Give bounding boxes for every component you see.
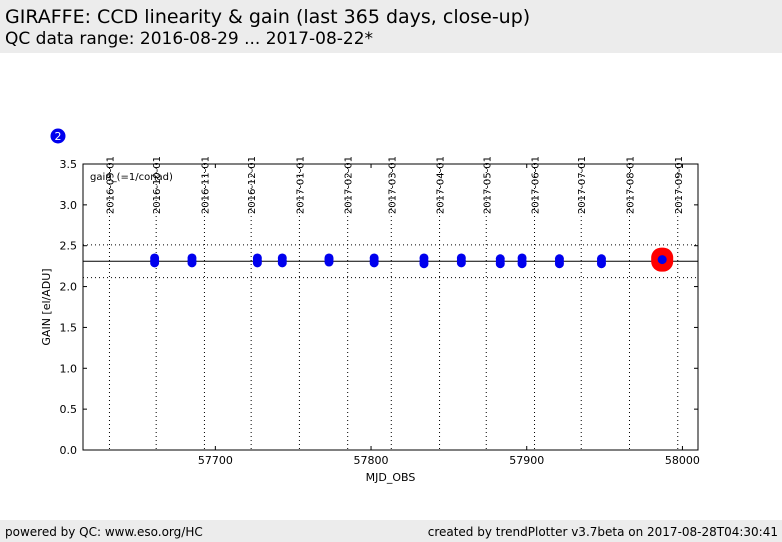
date-tick-label: 2017-02-01 xyxy=(344,156,355,214)
date-tick-label: 2017-03-01 xyxy=(387,156,398,214)
plot-area: 0.0 0.5 1.0 1.5 2.0 2.5 3.0 3.5 57700 57800 57900 5… xyxy=(60,158,700,467)
y-axis-label: GAIN [el/ADU] xyxy=(40,268,53,345)
date-tick-label: 2017-01-01 xyxy=(295,156,306,214)
data-point xyxy=(150,253,160,263)
x-tick-label: 57700 xyxy=(198,454,233,467)
date-tick-label: 2017-06-01 xyxy=(531,156,542,214)
legend-label: gain_(=1/conad) xyxy=(90,172,173,183)
x-tick-label: 58000 xyxy=(665,454,700,467)
date-tick-label: 2017-05-01 xyxy=(482,156,493,214)
data-point xyxy=(554,254,564,264)
page-title: GIRAFFE: CCD linearity & gain (last 365 … xyxy=(5,6,531,28)
plot-number-badge: 2 xyxy=(50,128,66,144)
y-tick-label: 0.5 xyxy=(60,403,78,416)
date-axis: 2016-09-01 2016-10-01 2016-11-01 2016-12-01… xyxy=(105,156,684,214)
date-tick-label: 2017-07-01 xyxy=(577,156,588,214)
data-point xyxy=(495,254,505,264)
y-tick-label: 2.5 xyxy=(60,240,78,253)
x-tick-label: 57800 xyxy=(354,454,389,467)
x-tick-label: 57900 xyxy=(509,454,544,467)
badge-label: 2 xyxy=(55,130,62,143)
data-point xyxy=(324,253,334,263)
data-point xyxy=(187,253,197,263)
footer-created-by: created by trendPlotter v3.7beta on 2017… xyxy=(427,525,778,539)
date-tick-label: 2016-10-01 xyxy=(152,156,163,214)
date-tick-label: 2017-04-01 xyxy=(436,156,447,214)
plot-frame xyxy=(82,163,699,451)
data-point xyxy=(596,254,606,264)
y-tick-label: 0.0 xyxy=(60,444,78,457)
badge-circle xyxy=(50,128,66,144)
y-tick-label: 3.5 xyxy=(60,158,78,171)
data-point xyxy=(517,253,527,263)
data-point xyxy=(252,253,262,263)
title-bar: GIRAFFE: CCD linearity & gain (last 365 … xyxy=(0,0,782,53)
y-tick-label: 3.0 xyxy=(60,199,78,212)
data-point xyxy=(277,253,287,263)
y-tick-label: 1.5 xyxy=(60,321,78,334)
y-tick-label: 1.0 xyxy=(60,362,78,375)
footer: powered by QC: www.eso.org/HC created by… xyxy=(0,520,782,542)
x-axis-label: MJD_OBS xyxy=(366,471,416,484)
data-point xyxy=(369,253,379,263)
footer-powered-by: powered by QC: www.eso.org/HC xyxy=(5,525,203,539)
date-tick-label: 2017-09-01 xyxy=(674,156,685,214)
data-point xyxy=(419,253,429,263)
page-subtitle: QC data range: 2016-08-29 ... 2017-08-22… xyxy=(5,29,374,49)
data-point xyxy=(456,253,466,263)
date-tick-label: 2016-12-01 xyxy=(247,156,258,214)
y-tick-label: 2.0 xyxy=(60,281,78,294)
date-tick-label: 2016-11-01 xyxy=(200,156,211,214)
chart: 2016-09-01 2016-10-01 2016-11-01 2016-12-01… xyxy=(40,128,700,484)
date-tick-label: 2017-08-01 xyxy=(625,156,636,214)
date-tick-label: 2016-09-01 xyxy=(105,156,116,214)
latest-data-point xyxy=(657,255,667,265)
